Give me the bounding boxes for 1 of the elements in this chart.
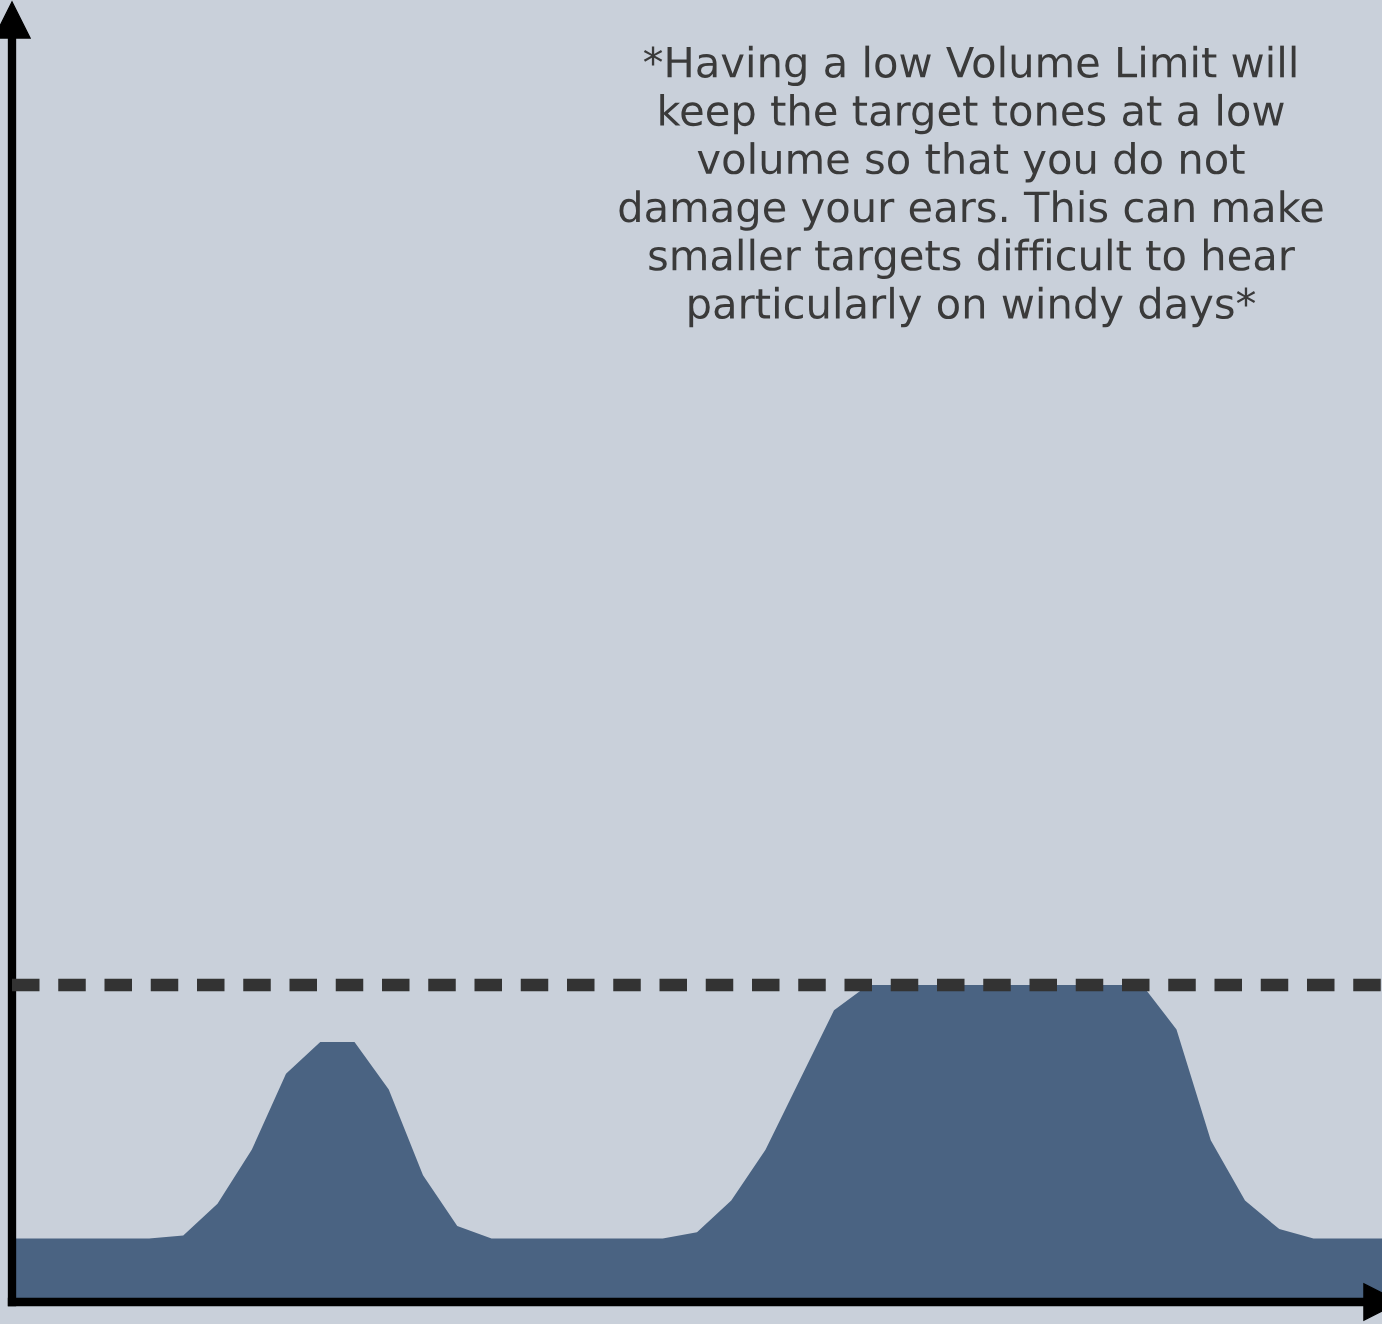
text: *Having a low Volume Limit will keep the target tones at a low volume so that you do not damage your ears. This can make smaller targets difficult to hear particularly on windy days* — [619, 45, 1323, 328]
